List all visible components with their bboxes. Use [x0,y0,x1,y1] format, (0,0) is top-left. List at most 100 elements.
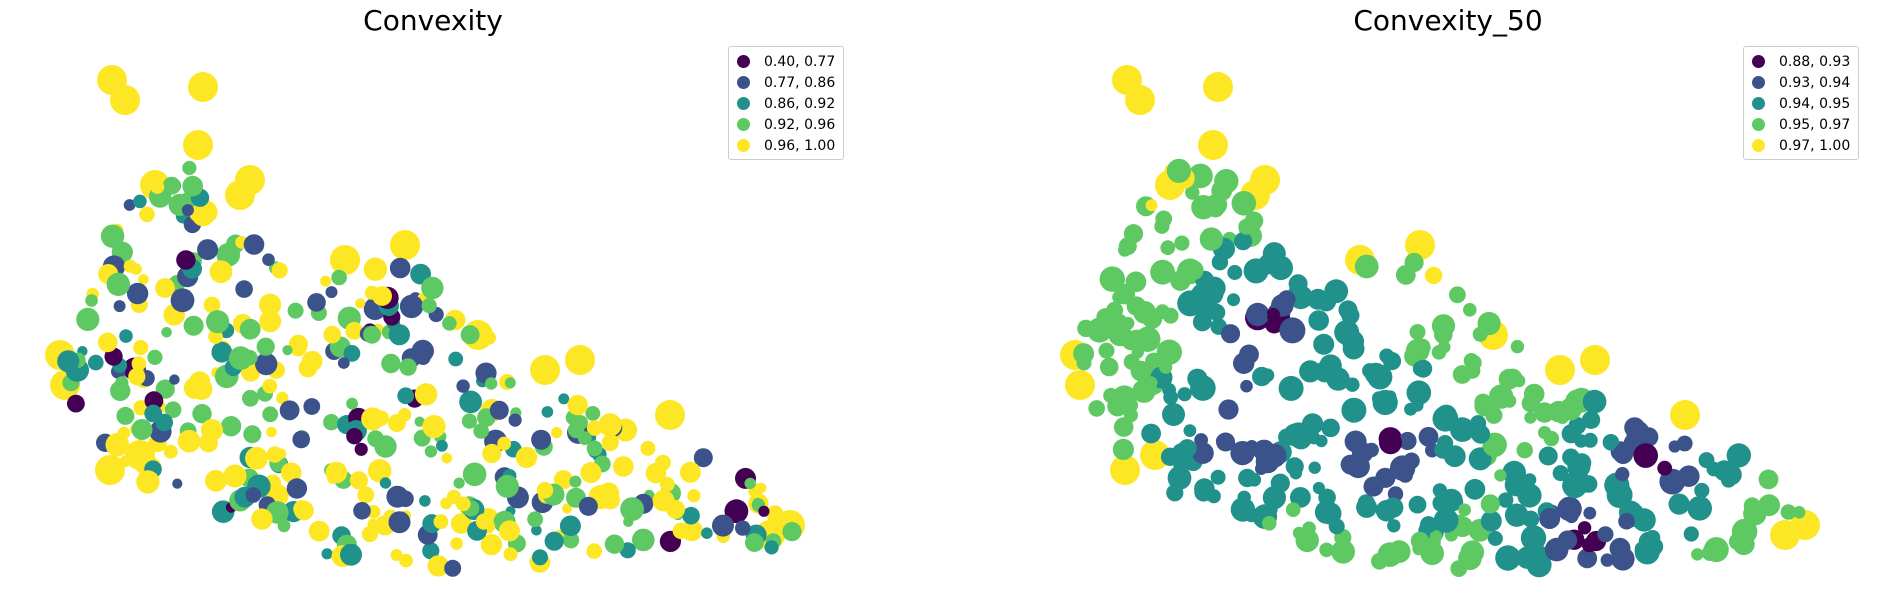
region-cell [131,419,153,440]
region-cell [1429,530,1443,543]
region-cell [1377,542,1403,567]
region-cell [1211,180,1233,202]
legend-label: 0.97, 1.00 [1779,137,1851,154]
region-cell [1420,516,1437,534]
region-cell [1238,218,1255,235]
region-cell [1517,483,1542,508]
region-cell [119,329,133,343]
region-cell [1177,439,1197,458]
region-cell [147,349,163,365]
region-cell [1106,301,1124,319]
region-cell [687,489,701,503]
region-cell [442,316,457,331]
region-cell [138,274,149,285]
region-cell [181,204,194,217]
region-cell [1215,433,1231,449]
region-cell [598,482,620,504]
region-cell [455,496,471,512]
region-cell [1123,397,1139,413]
region-cell [1238,468,1257,488]
region-cell [473,423,489,439]
region-cell [724,499,749,524]
region-cell [1279,317,1306,344]
region-cell [399,553,413,568]
region-cell [126,282,149,305]
region-cell [1611,547,1635,571]
region-cell [1160,447,1180,466]
region-cell [1145,199,1158,212]
region-cell [1582,432,1598,448]
region-cell [88,354,104,371]
region-cell [343,345,361,362]
region-cell [286,478,308,499]
region-cell [422,542,440,560]
region-cell [1156,339,1183,365]
region-cell [1344,430,1367,453]
region-cell [182,160,197,176]
region-cell [279,400,300,421]
region-cell [1470,415,1487,432]
region-cell [1125,271,1147,293]
region-cell [399,294,424,319]
region-cell [367,518,379,530]
region-cell [1174,235,1190,251]
region-cell [1262,443,1287,468]
region-cell [764,540,779,555]
legend-label: 0.86, 0.92 [764,95,836,112]
region-cell [499,520,520,542]
region-cell [578,496,598,516]
region-cell [544,531,564,551]
region-cell [1524,411,1537,424]
region-cell [245,446,268,470]
legend-marker [1752,76,1765,89]
region-cell [1480,510,1502,532]
region-cell [1099,357,1119,377]
region-cell [1160,240,1176,256]
region-cell [287,302,304,319]
region-cell [223,464,247,488]
region-cell [95,455,125,485]
region-cell [110,85,140,115]
region-cell [331,269,347,286]
region-cell [1130,360,1152,382]
region-cell [251,508,273,530]
region-cell [1502,460,1526,485]
region-cell [1676,435,1693,452]
legend-label: 0.94, 0.95 [1779,95,1851,112]
region-cell [679,461,701,483]
region-cell [1194,433,1208,447]
region-cell [1266,307,1280,322]
region-cell [1434,325,1453,344]
region-cell [1191,195,1216,220]
region-cell [1295,528,1319,553]
region-cell [1418,426,1439,447]
region-cell [1405,230,1435,260]
region-cell [421,298,437,314]
region-cell [1770,520,1800,550]
region-cell [353,502,371,520]
region-cell [1645,530,1661,546]
region-cell [1701,544,1719,562]
region-cell [170,288,195,313]
region-cell [1568,417,1587,435]
region-cell [620,497,644,521]
region-cell [1123,224,1144,244]
region-cell [301,350,323,372]
region-cell [330,245,360,275]
region-cell [337,357,350,369]
region-cell [536,481,554,499]
region-cell [433,514,449,530]
map-title-convexity-50: Convexity_50 [1353,4,1543,37]
legend-entry: 0.86, 0.92 [737,93,835,114]
region-cell [1088,400,1105,417]
region-cell [228,346,253,370]
region-cell [1098,342,1115,359]
region-cell [1613,443,1634,464]
region-cell [1463,303,1477,317]
region-cell [459,390,482,414]
region-cell [97,332,118,353]
region-cell [1364,442,1379,458]
region-cell [1237,490,1251,504]
legend-marker [737,55,750,68]
region-cell [172,478,183,489]
